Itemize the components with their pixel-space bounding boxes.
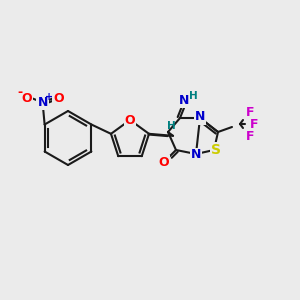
Text: N: N: [195, 110, 205, 124]
Text: N: N: [38, 96, 48, 109]
Text: +: +: [45, 92, 53, 101]
Text: O: O: [125, 113, 135, 127]
Text: H: H: [189, 91, 197, 101]
Text: O: O: [21, 92, 32, 105]
Text: N: N: [179, 94, 189, 106]
Text: F: F: [250, 118, 258, 130]
Text: H: H: [167, 121, 176, 131]
Text: S: S: [211, 143, 221, 157]
Text: F: F: [246, 130, 254, 142]
Text: O: O: [159, 155, 169, 169]
Text: O: O: [53, 92, 64, 105]
Text: F: F: [246, 106, 254, 118]
Text: -: -: [17, 86, 22, 99]
Text: N: N: [191, 148, 201, 161]
